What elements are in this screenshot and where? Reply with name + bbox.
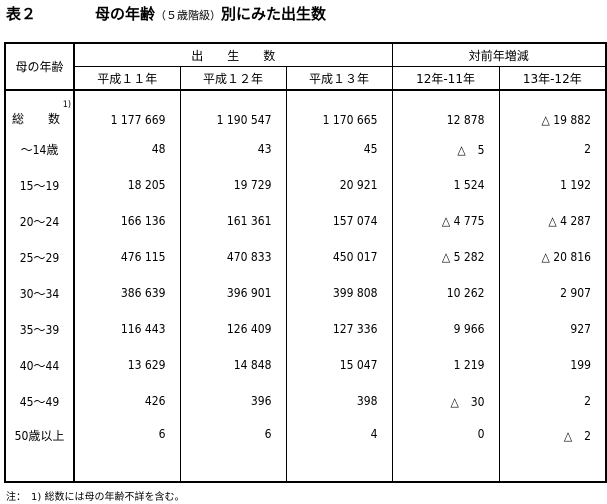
header-age: 母の年齢 [4,42,75,91]
age-label-text: ～14歳 [20,142,59,157]
births-table: 母の年齢 出 生 数 対前年増減 平成１１年 平成１２年 平成１３年 12年-1… [4,42,607,483]
age-label-text: 総 数 [12,112,61,126]
cell-value: 9 966 [391,311,500,347]
cell-value: △ 5 282 [391,239,500,275]
col-diff-13-12: 13年-12年 [498,66,607,91]
cell-value: 386 639 [73,275,181,311]
cell-value: △ 19 882 [498,90,607,131]
col-h11: 平成１１年 [73,66,181,91]
cell-value: 927 [498,311,607,347]
cell-value: 399 808 [285,275,393,311]
cell-value: △ 4 775 [391,203,500,239]
age-label-text: 15～19 [19,178,60,193]
cell-value: 20 921 [285,167,393,203]
table-row: 30～34 386 639 396 901 399 808 10 262 2 907 [4,275,607,311]
cell-value: 6 [179,419,287,482]
title-tail: 別にみた出生数 [221,5,327,23]
cell-value: 19 729 [179,167,287,203]
age-label-text: 30～34 [19,286,60,301]
cell-value: 1 177 669 [73,90,181,131]
age-label: 50歳以上 [4,419,75,482]
cell-value: 15 047 [285,347,393,383]
cell-value: 127 336 [285,311,393,347]
cell-value: △ 2 [498,419,607,482]
age-label: 15～19 [4,167,75,203]
age-label-text: 25～29 [19,250,60,265]
cell-value: 10 262 [391,275,500,311]
header-change: 対前年増減 [391,42,607,67]
cell-value: 426 [73,383,181,419]
age-label: 35～39 [4,311,75,347]
title-sub: （５歳階級） [155,9,222,22]
cell-value: △ 5 [391,131,500,167]
cell-value: 157 074 [285,203,393,239]
cell-value: 2 [498,383,607,419]
header-births: 出 生 数 [73,42,393,67]
cell-value: 199 [498,347,607,383]
table-row: 45～49 426 396 398 △ 30 2 [4,383,607,419]
cell-value: 13 629 [73,347,181,383]
age-label: 45～49 [4,383,75,419]
cell-value: 48 [73,131,181,167]
table-row: 50歳以上 6 6 4 0 △ 2 [4,419,607,482]
age-label: 25～29 [4,239,75,275]
age-label-text: 40～44 [19,358,60,373]
table-row: 15～19 18 205 19 729 20 921 1 524 1 192 [4,167,607,203]
cell-value: 398 [285,383,393,419]
cell-value: △ 20 816 [498,239,607,275]
cell-value: 1 170 665 [285,90,393,131]
cell-value: 161 361 [179,203,287,239]
cell-value: 45 [285,131,393,167]
table-number: 表２ [6,5,37,23]
age-label: 1) 総 数 [4,90,75,131]
cell-value: △ 30 [391,383,500,419]
age-label-text: 35～39 [19,322,60,337]
col-h12: 平成１２年 [179,66,287,91]
cell-value: 2 907 [498,275,607,311]
age-label: 40～44 [4,347,75,383]
cell-value: 396 [179,383,287,419]
cell-value: 450 017 [285,239,393,275]
age-label-text: 45～49 [19,394,60,409]
table-row: 35～39 116 443 126 409 127 336 9 966 927 [4,311,607,347]
cell-value: 2 [498,131,607,167]
age-label: ～14歳 [4,131,75,167]
age-label-text: 50歳以上 [14,429,65,443]
cell-value: 12 878 [391,90,500,131]
cell-value: △ 4 287 [498,203,607,239]
table-row: 20～24 166 136 161 361 157 074 △ 4 775 △ 4 287 [4,203,607,239]
cell-value: 4 [285,419,393,482]
table-row: 40～44 13 629 14 848 15 047 1 219 199 [4,347,607,383]
cell-value: 1 219 [391,347,500,383]
table-title: 表２ 母の年齢（５歳階級）別にみた出生数 [6,3,326,24]
cell-value: 166 136 [73,203,181,239]
cell-value: 126 409 [179,311,287,347]
age-label-text: 20～24 [19,214,60,229]
cell-value: 6 [73,419,181,482]
cell-value: 43 [179,131,287,167]
cell-value: 1 192 [498,167,607,203]
cell-value: 0 [391,419,500,482]
table-row: 25～29 476 115 470 833 450 017 △ 5 282 △ 20 81… [4,239,607,275]
cell-value: 470 833 [179,239,287,275]
cell-value: 14 848 [179,347,287,383]
cell-value: 396 901 [179,275,287,311]
cell-value: 476 115 [73,239,181,275]
cell-value: 1 190 547 [179,90,287,131]
cell-value: 1 524 [391,167,500,203]
col-h13: 平成１３年 [285,66,393,91]
cell-value: 18 205 [73,167,181,203]
age-label: 30～34 [4,275,75,311]
footnote: 注： 1) 総数には母の年齢不詳を含む。 [6,492,185,503]
col-diff-12-11: 12年-11年 [391,66,500,91]
title-main: 母の年齢 [95,5,156,23]
cell-value: 116 443 [73,311,181,347]
age-label: 20～24 [4,203,75,239]
